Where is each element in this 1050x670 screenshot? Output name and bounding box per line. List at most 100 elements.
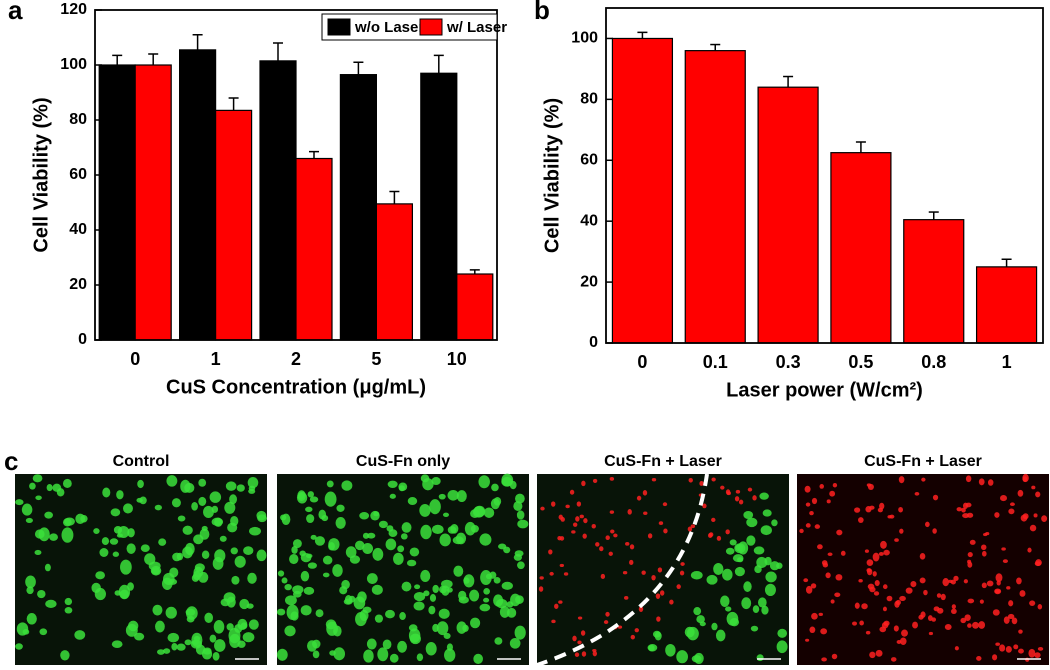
cell — [377, 647, 389, 662]
cell — [1028, 648, 1036, 658]
cell — [479, 533, 492, 546]
cell — [872, 571, 877, 577]
cell — [363, 649, 374, 663]
cell — [438, 608, 450, 619]
cell — [406, 559, 417, 567]
cell — [759, 492, 769, 500]
cell — [1007, 613, 1015, 620]
cell — [992, 654, 998, 661]
cell — [389, 493, 396, 499]
cell — [746, 535, 756, 546]
x-tick-label: 2 — [291, 349, 301, 369]
cell — [224, 501, 236, 514]
error-bar — [353, 61, 364, 75]
cell — [799, 528, 804, 534]
cell — [15, 499, 24, 506]
cell — [26, 586, 34, 595]
cell — [401, 581, 412, 592]
cell — [185, 608, 196, 616]
cell — [428, 605, 436, 615]
cell — [212, 556, 224, 570]
cell — [374, 614, 384, 623]
cell — [654, 631, 662, 641]
cell — [647, 643, 658, 652]
cell — [741, 597, 752, 610]
cell — [854, 507, 861, 513]
cell — [699, 481, 704, 486]
cell — [182, 525, 193, 535]
cell — [1016, 577, 1022, 585]
cell — [193, 566, 204, 578]
cell — [809, 626, 816, 634]
cell — [439, 585, 447, 594]
cell — [501, 581, 513, 590]
cell — [609, 510, 615, 514]
cell — [284, 583, 292, 591]
legend-swatch — [327, 18, 351, 36]
cell — [1008, 508, 1015, 515]
cell — [641, 570, 646, 575]
cell — [599, 546, 604, 552]
cell — [944, 623, 952, 630]
cell — [126, 543, 136, 554]
error-bar — [273, 42, 283, 61]
cell — [21, 503, 33, 516]
cell — [548, 549, 553, 555]
cell — [819, 484, 825, 489]
cell — [483, 597, 490, 603]
cell — [341, 480, 353, 491]
cell — [214, 639, 226, 652]
cell — [438, 493, 446, 500]
cell — [34, 549, 42, 556]
error-bar — [192, 34, 203, 50]
cell — [726, 611, 739, 626]
cell — [967, 598, 975, 604]
cell — [1034, 652, 1041, 658]
cell — [1017, 489, 1024, 497]
cell — [820, 628, 828, 635]
cell — [899, 595, 906, 602]
bar — [339, 74, 377, 341]
cell — [753, 546, 765, 555]
bar — [215, 109, 253, 341]
cell — [177, 515, 186, 522]
cell — [1022, 473, 1029, 483]
cell — [204, 612, 214, 624]
cell — [478, 475, 490, 489]
cell — [951, 608, 957, 615]
cell — [765, 571, 777, 583]
cell — [246, 603, 254, 609]
cell — [398, 485, 406, 492]
cell — [551, 619, 556, 624]
cell — [873, 591, 880, 596]
cell — [393, 552, 404, 565]
cell — [821, 657, 827, 662]
cell — [840, 550, 846, 556]
cell — [690, 571, 703, 580]
cell — [509, 637, 521, 649]
cell — [171, 642, 178, 651]
cell — [942, 578, 950, 587]
cell — [680, 562, 685, 566]
cell — [771, 519, 778, 527]
cell — [910, 581, 917, 588]
cell — [549, 571, 554, 576]
cell — [166, 475, 178, 487]
cell — [928, 631, 934, 636]
cell — [679, 570, 685, 576]
cell — [429, 594, 437, 602]
cell — [729, 539, 737, 546]
cell — [292, 585, 304, 595]
cell — [834, 592, 841, 598]
cell — [919, 577, 926, 584]
cell — [1029, 524, 1037, 532]
cell — [111, 640, 123, 649]
cell — [894, 600, 900, 608]
cell — [491, 483, 499, 492]
cell — [762, 509, 772, 517]
cell — [805, 638, 810, 642]
cell — [715, 629, 726, 642]
cell — [964, 614, 971, 622]
cell — [625, 542, 630, 546]
cell — [219, 535, 227, 542]
